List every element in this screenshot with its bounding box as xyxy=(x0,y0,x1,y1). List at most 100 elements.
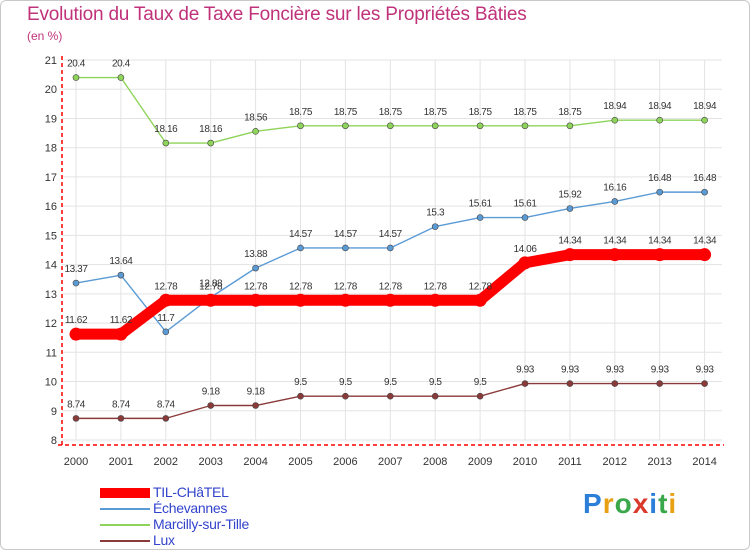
series-point-1 xyxy=(72,279,80,287)
data-label: 15.3 xyxy=(426,208,445,219)
data-label: 12.78 xyxy=(424,281,448,292)
proxiti-logo: Proxiti xyxy=(583,488,677,520)
series-point-0 xyxy=(114,327,128,341)
series-point-3 xyxy=(207,402,214,409)
data-label: 14.34 xyxy=(558,236,582,247)
y-tick-label: 19 xyxy=(45,113,57,125)
series-point-1 xyxy=(342,244,349,252)
logo-letter: i xyxy=(668,488,678,519)
series-point-0 xyxy=(249,293,263,307)
data-label: 16.48 xyxy=(648,173,672,184)
data-label: 9.5 xyxy=(429,377,443,388)
data-label: 18.75 xyxy=(334,107,358,118)
series-point-2 xyxy=(521,122,529,130)
data-label: 12.88 xyxy=(199,278,223,289)
series-point-3 xyxy=(252,402,259,409)
series-point-2 xyxy=(342,122,349,130)
series-point-2 xyxy=(72,74,80,81)
x-tick-label: 2010 xyxy=(513,456,537,468)
data-label: 12.78 xyxy=(379,281,403,292)
data-label: 9.93 xyxy=(696,365,715,376)
series-point-3 xyxy=(476,392,484,400)
x-tick-label: 2005 xyxy=(288,456,312,468)
data-label: 9.5 xyxy=(474,377,488,388)
series-point-1 xyxy=(297,244,304,252)
x-tick-label: 2004 xyxy=(243,456,267,468)
data-label: 11.62 xyxy=(65,315,88,326)
legend-swatch xyxy=(100,508,150,510)
data-label: 13.64 xyxy=(109,256,133,267)
series-point-3 xyxy=(297,392,304,400)
x-tick-label: 2006 xyxy=(333,456,357,468)
logo-letter: x xyxy=(632,488,650,519)
data-label: 12.78 xyxy=(334,281,358,292)
data-label: 20.4 xyxy=(67,59,86,70)
series-point-2 xyxy=(297,122,304,130)
series-point-2 xyxy=(431,122,439,130)
chart-title: Evolution du Taux de Taxe Foncière sur l… xyxy=(27,4,527,25)
data-label: 9.93 xyxy=(561,365,580,376)
data-label: 9.5 xyxy=(294,377,308,388)
data-label: 9.93 xyxy=(651,365,670,376)
series-point-2 xyxy=(476,122,484,130)
x-tick-label: 2011 xyxy=(558,456,582,468)
series-point-2 xyxy=(386,122,394,130)
series-point-3 xyxy=(386,392,394,400)
data-label: 12.78 xyxy=(199,281,223,292)
data-label: 12.78 xyxy=(244,281,268,292)
y-tick-label: 15 xyxy=(45,230,57,242)
x-tick-label: 2002 xyxy=(154,456,178,468)
data-label: 9.93 xyxy=(516,365,535,376)
data-label: 14.57 xyxy=(379,229,403,240)
series-point-3 xyxy=(611,380,619,387)
x-tick-label: 2009 xyxy=(468,456,492,468)
y-tick-label: 20 xyxy=(45,84,57,96)
series-point-1 xyxy=(386,244,394,252)
y-tick-label: 10 xyxy=(45,377,57,389)
data-label: 18.75 xyxy=(289,107,313,118)
data-label: 9.5 xyxy=(339,377,353,388)
logo-letter: P xyxy=(583,488,603,519)
data-label: 14.34 xyxy=(603,236,627,247)
data-label: 18.75 xyxy=(558,107,582,118)
data-label: 9.5 xyxy=(384,377,398,388)
series-point-0 xyxy=(518,256,532,270)
series-point-3 xyxy=(72,415,80,422)
data-label: 9.93 xyxy=(606,365,625,376)
logo-letter: r xyxy=(602,488,615,519)
data-label: 14.57 xyxy=(289,229,313,240)
series-point-0 xyxy=(69,327,83,341)
data-label: 15.61 xyxy=(513,199,537,210)
data-label: 18.16 xyxy=(154,124,178,135)
series-point-3 xyxy=(162,415,170,422)
legend-swatch xyxy=(100,540,150,542)
series-point-1 xyxy=(476,214,484,221)
series-point-0 xyxy=(473,293,487,307)
series-point-1 xyxy=(431,223,439,230)
logo-letter: o xyxy=(614,488,633,519)
chart-subtitle: (en %) xyxy=(27,29,63,43)
y-tick-label: 16 xyxy=(45,201,57,213)
data-label: 15.61 xyxy=(469,199,493,210)
y-tick-label: 13 xyxy=(45,289,57,301)
series-point-3 xyxy=(566,380,574,387)
series-point-0 xyxy=(428,293,442,307)
data-label: 18.16 xyxy=(199,124,223,135)
series-point-2 xyxy=(701,116,708,124)
series-point-2 xyxy=(566,122,574,130)
data-label: 14.34 xyxy=(648,236,672,247)
series-point-1 xyxy=(252,264,259,272)
data-label: 13.88 xyxy=(244,249,268,260)
data-label: 18.75 xyxy=(469,107,493,118)
data-label: 14.06 xyxy=(513,244,537,255)
y-tick-label: 18 xyxy=(45,143,57,155)
series-point-3 xyxy=(117,415,125,422)
series-point-0 xyxy=(204,293,218,307)
series-point-0 xyxy=(653,248,667,262)
data-label: 12.78 xyxy=(154,281,178,292)
data-label: 15.92 xyxy=(558,189,582,200)
legend-label: Échevannes xyxy=(153,500,228,516)
series-point-1 xyxy=(656,188,664,196)
